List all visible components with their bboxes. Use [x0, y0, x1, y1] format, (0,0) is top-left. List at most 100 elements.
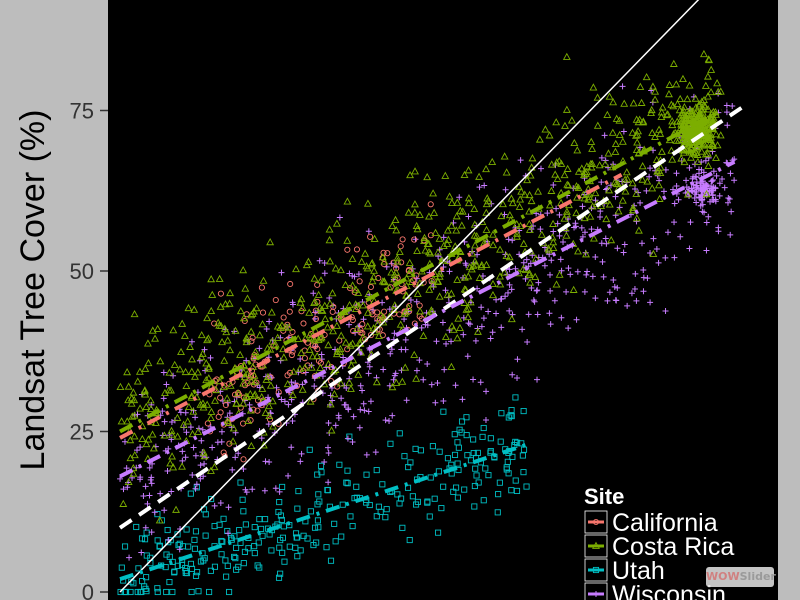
point: [480, 424, 487, 432]
point: [470, 220, 479, 228]
point: [712, 153, 720, 161]
point: [598, 154, 605, 161]
point: [467, 265, 476, 273]
point: [453, 334, 462, 342]
point: [242, 486, 249, 493]
point: [523, 175, 532, 184]
point: [673, 117, 682, 125]
point: [506, 266, 513, 273]
point: [221, 300, 230, 308]
point: [310, 298, 319, 307]
point: [201, 460, 208, 467]
point: [308, 352, 317, 360]
point: [386, 306, 393, 313]
point: [399, 524, 406, 531]
series-utah: [117, 394, 530, 596]
point: [239, 360, 248, 368]
point: [715, 224, 722, 231]
point: [729, 103, 736, 110]
point: [224, 562, 231, 569]
point: [573, 146, 582, 154]
point: [262, 458, 269, 465]
point: [239, 266, 248, 274]
point: [723, 102, 730, 109]
point: [138, 535, 146, 542]
point: [593, 93, 602, 101]
point: [419, 331, 428, 339]
point: [453, 198, 462, 206]
point: [276, 544, 283, 551]
point: [343, 197, 352, 205]
point: [669, 59, 678, 67]
point: [335, 414, 342, 421]
point: [603, 240, 610, 247]
point: [207, 407, 216, 415]
y-axis-title: Landsat Tree Cover (%): [14, 110, 52, 471]
point: [258, 284, 265, 291]
point: [367, 260, 376, 268]
point: [200, 452, 209, 460]
point: [723, 109, 730, 116]
point: [345, 406, 352, 413]
point: [619, 83, 626, 90]
point: [375, 331, 384, 339]
point: [684, 109, 693, 117]
point: [143, 574, 150, 581]
point: [428, 381, 435, 388]
point: [151, 334, 160, 342]
point: [454, 439, 461, 446]
point: [502, 168, 511, 176]
point: [495, 491, 502, 498]
point: [300, 320, 307, 327]
watermark-badge: WOWSlider: [706, 567, 776, 587]
point: [482, 208, 491, 216]
point: [392, 370, 399, 377]
point: [534, 187, 543, 195]
point: [259, 276, 268, 284]
point: [327, 557, 335, 564]
point: [647, 105, 656, 114]
point: [123, 368, 132, 376]
point: [682, 113, 691, 122]
point: [272, 485, 279, 492]
point: [685, 146, 694, 154]
point: [266, 345, 275, 353]
point: [323, 544, 330, 551]
point: [204, 362, 213, 371]
point: [668, 155, 677, 163]
point: [470, 450, 477, 457]
point: [453, 275, 462, 283]
point: [411, 320, 418, 327]
point: [697, 106, 706, 114]
point: [461, 486, 468, 493]
point: [640, 274, 647, 281]
point: [561, 121, 569, 129]
point: [226, 345, 235, 354]
point: [684, 139, 693, 147]
point: [422, 321, 429, 328]
series-wisconsin: [117, 83, 738, 561]
point: [701, 209, 708, 216]
point: [138, 422, 147, 430]
point: [493, 310, 500, 317]
point: [653, 246, 660, 253]
point: [657, 147, 666, 155]
point: [348, 281, 357, 289]
point: [204, 364, 213, 372]
point: [344, 246, 351, 253]
point: [130, 395, 139, 404]
point: [526, 171, 535, 179]
point: [279, 353, 288, 361]
point: [187, 391, 196, 400]
point: [361, 249, 370, 257]
point: [668, 117, 677, 125]
legend-label: Costa Rica: [612, 533, 734, 561]
point: [409, 493, 416, 500]
point: [148, 480, 155, 487]
point: [120, 486, 127, 493]
point: [182, 381, 191, 390]
point: [508, 286, 515, 293]
point: [599, 258, 606, 265]
point: [167, 426, 176, 434]
point: [548, 257, 555, 264]
